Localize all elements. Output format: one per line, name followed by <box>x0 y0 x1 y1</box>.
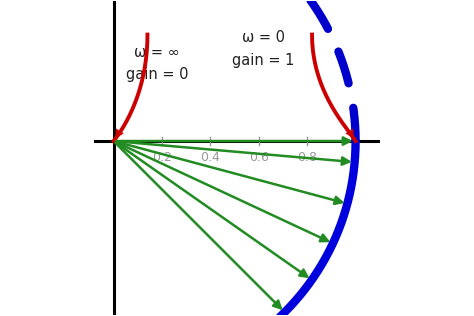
Text: 1: 1 <box>352 151 359 164</box>
Text: 0.2: 0.2 <box>152 151 172 164</box>
Text: ω = 0
gain = 1: ω = 0 gain = 1 <box>232 31 295 68</box>
Text: 0.6: 0.6 <box>249 151 269 164</box>
Text: 0.4: 0.4 <box>201 151 220 164</box>
Text: 0.8: 0.8 <box>297 151 317 164</box>
Text: ω = ∞
gain = 0: ω = ∞ gain = 0 <box>126 45 188 82</box>
